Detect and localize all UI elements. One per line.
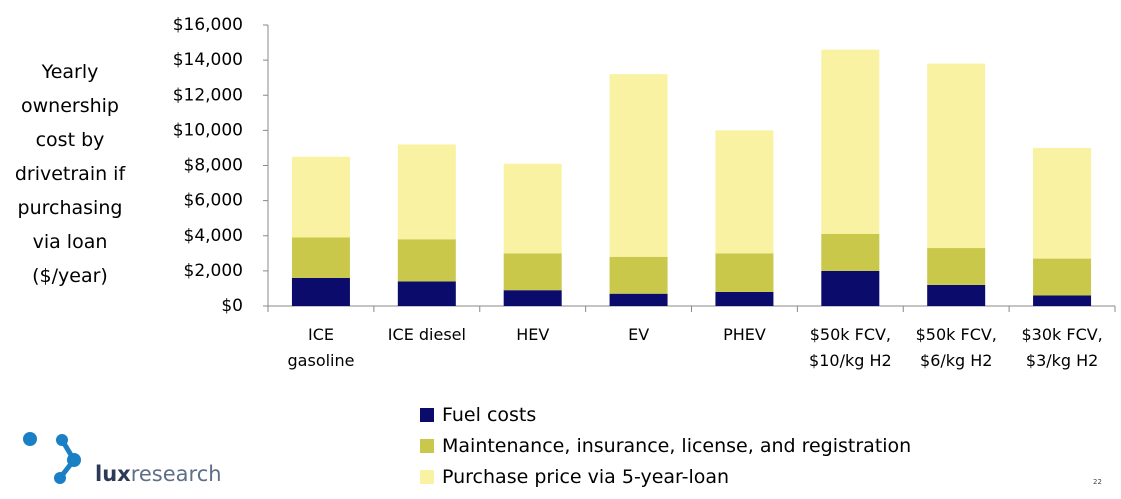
x-tick-label: PHEV bbox=[723, 325, 766, 344]
y-tick-label: $4,000 bbox=[184, 226, 243, 246]
bar-segment bbox=[609, 293, 668, 306]
y-tick-label: $0 bbox=[221, 296, 243, 316]
legend-swatch bbox=[420, 439, 434, 453]
bar-segment bbox=[821, 233, 880, 271]
x-tick-label: $50k FCV, $10/kg H2 bbox=[809, 325, 892, 370]
y-tick-label: $16,000 bbox=[173, 15, 243, 35]
x-tick-label: EV bbox=[628, 325, 650, 344]
y-tick-label: $6,000 bbox=[184, 191, 243, 211]
page-number: 22 bbox=[1093, 478, 1102, 486]
x-tick-label: ICE diesel bbox=[387, 325, 466, 344]
bar-segment bbox=[503, 253, 562, 291]
logo-rest: research bbox=[130, 462, 222, 486]
y-tick-label: $8,000 bbox=[184, 156, 243, 176]
bar-segment bbox=[609, 74, 668, 257]
bar-segment bbox=[927, 63, 986, 249]
bar-segment bbox=[715, 253, 774, 292]
legend-swatch bbox=[420, 470, 434, 484]
bar-segment bbox=[821, 49, 880, 234]
bar-segment bbox=[1033, 147, 1092, 259]
logo-dot bbox=[23, 432, 37, 446]
x-tick-label: $30k FCV, $3/kg H2 bbox=[1021, 325, 1103, 370]
legend-item: Purchase price via 5-year-loan bbox=[420, 466, 729, 488]
bar-segment bbox=[291, 237, 350, 278]
bar-segment bbox=[715, 130, 774, 254]
bar-segment bbox=[821, 270, 880, 306]
y-tick-label: $10,000 bbox=[173, 120, 243, 140]
bar-segment bbox=[1033, 258, 1092, 296]
bar-segment bbox=[609, 256, 668, 294]
x-tick-label: $50k FCV, $6/kg H2 bbox=[915, 325, 997, 370]
legend-item: Fuel costs bbox=[420, 404, 536, 426]
x-tick-label: ICE gasoline bbox=[287, 325, 355, 370]
legend-item: Maintenance, insurance, license, and reg… bbox=[420, 435, 911, 457]
logo-link bbox=[58, 438, 78, 480]
bar-segment bbox=[1033, 295, 1092, 306]
bar-segment bbox=[397, 239, 456, 282]
bar-segment bbox=[503, 163, 562, 254]
bar-segment bbox=[291, 156, 350, 238]
legend-label: Fuel costs bbox=[442, 404, 537, 426]
legend-label: Maintenance, insurance, license, and reg… bbox=[442, 435, 912, 457]
logo: luxresearch bbox=[95, 462, 222, 486]
bar-segment bbox=[397, 144, 456, 240]
x-tick-label: HEV bbox=[516, 325, 550, 344]
y-tick-label: $12,000 bbox=[173, 85, 243, 105]
y-axis-title: Yearly ownership cost by drivetrain if p… bbox=[14, 61, 126, 287]
y-tick-label: $14,000 bbox=[173, 50, 243, 70]
y-tick-label: $2,000 bbox=[184, 261, 243, 281]
bar-segment bbox=[291, 277, 350, 306]
legend-label: Purchase price via 5-year-loan bbox=[442, 466, 730, 488]
bar-segment bbox=[927, 284, 986, 306]
bar-segment bbox=[397, 281, 456, 306]
logo-bold: lux bbox=[95, 462, 131, 486]
bar-segment bbox=[927, 248, 986, 285]
bar-segment bbox=[715, 291, 774, 306]
legend-swatch bbox=[420, 408, 434, 422]
bar-segment bbox=[503, 290, 562, 306]
